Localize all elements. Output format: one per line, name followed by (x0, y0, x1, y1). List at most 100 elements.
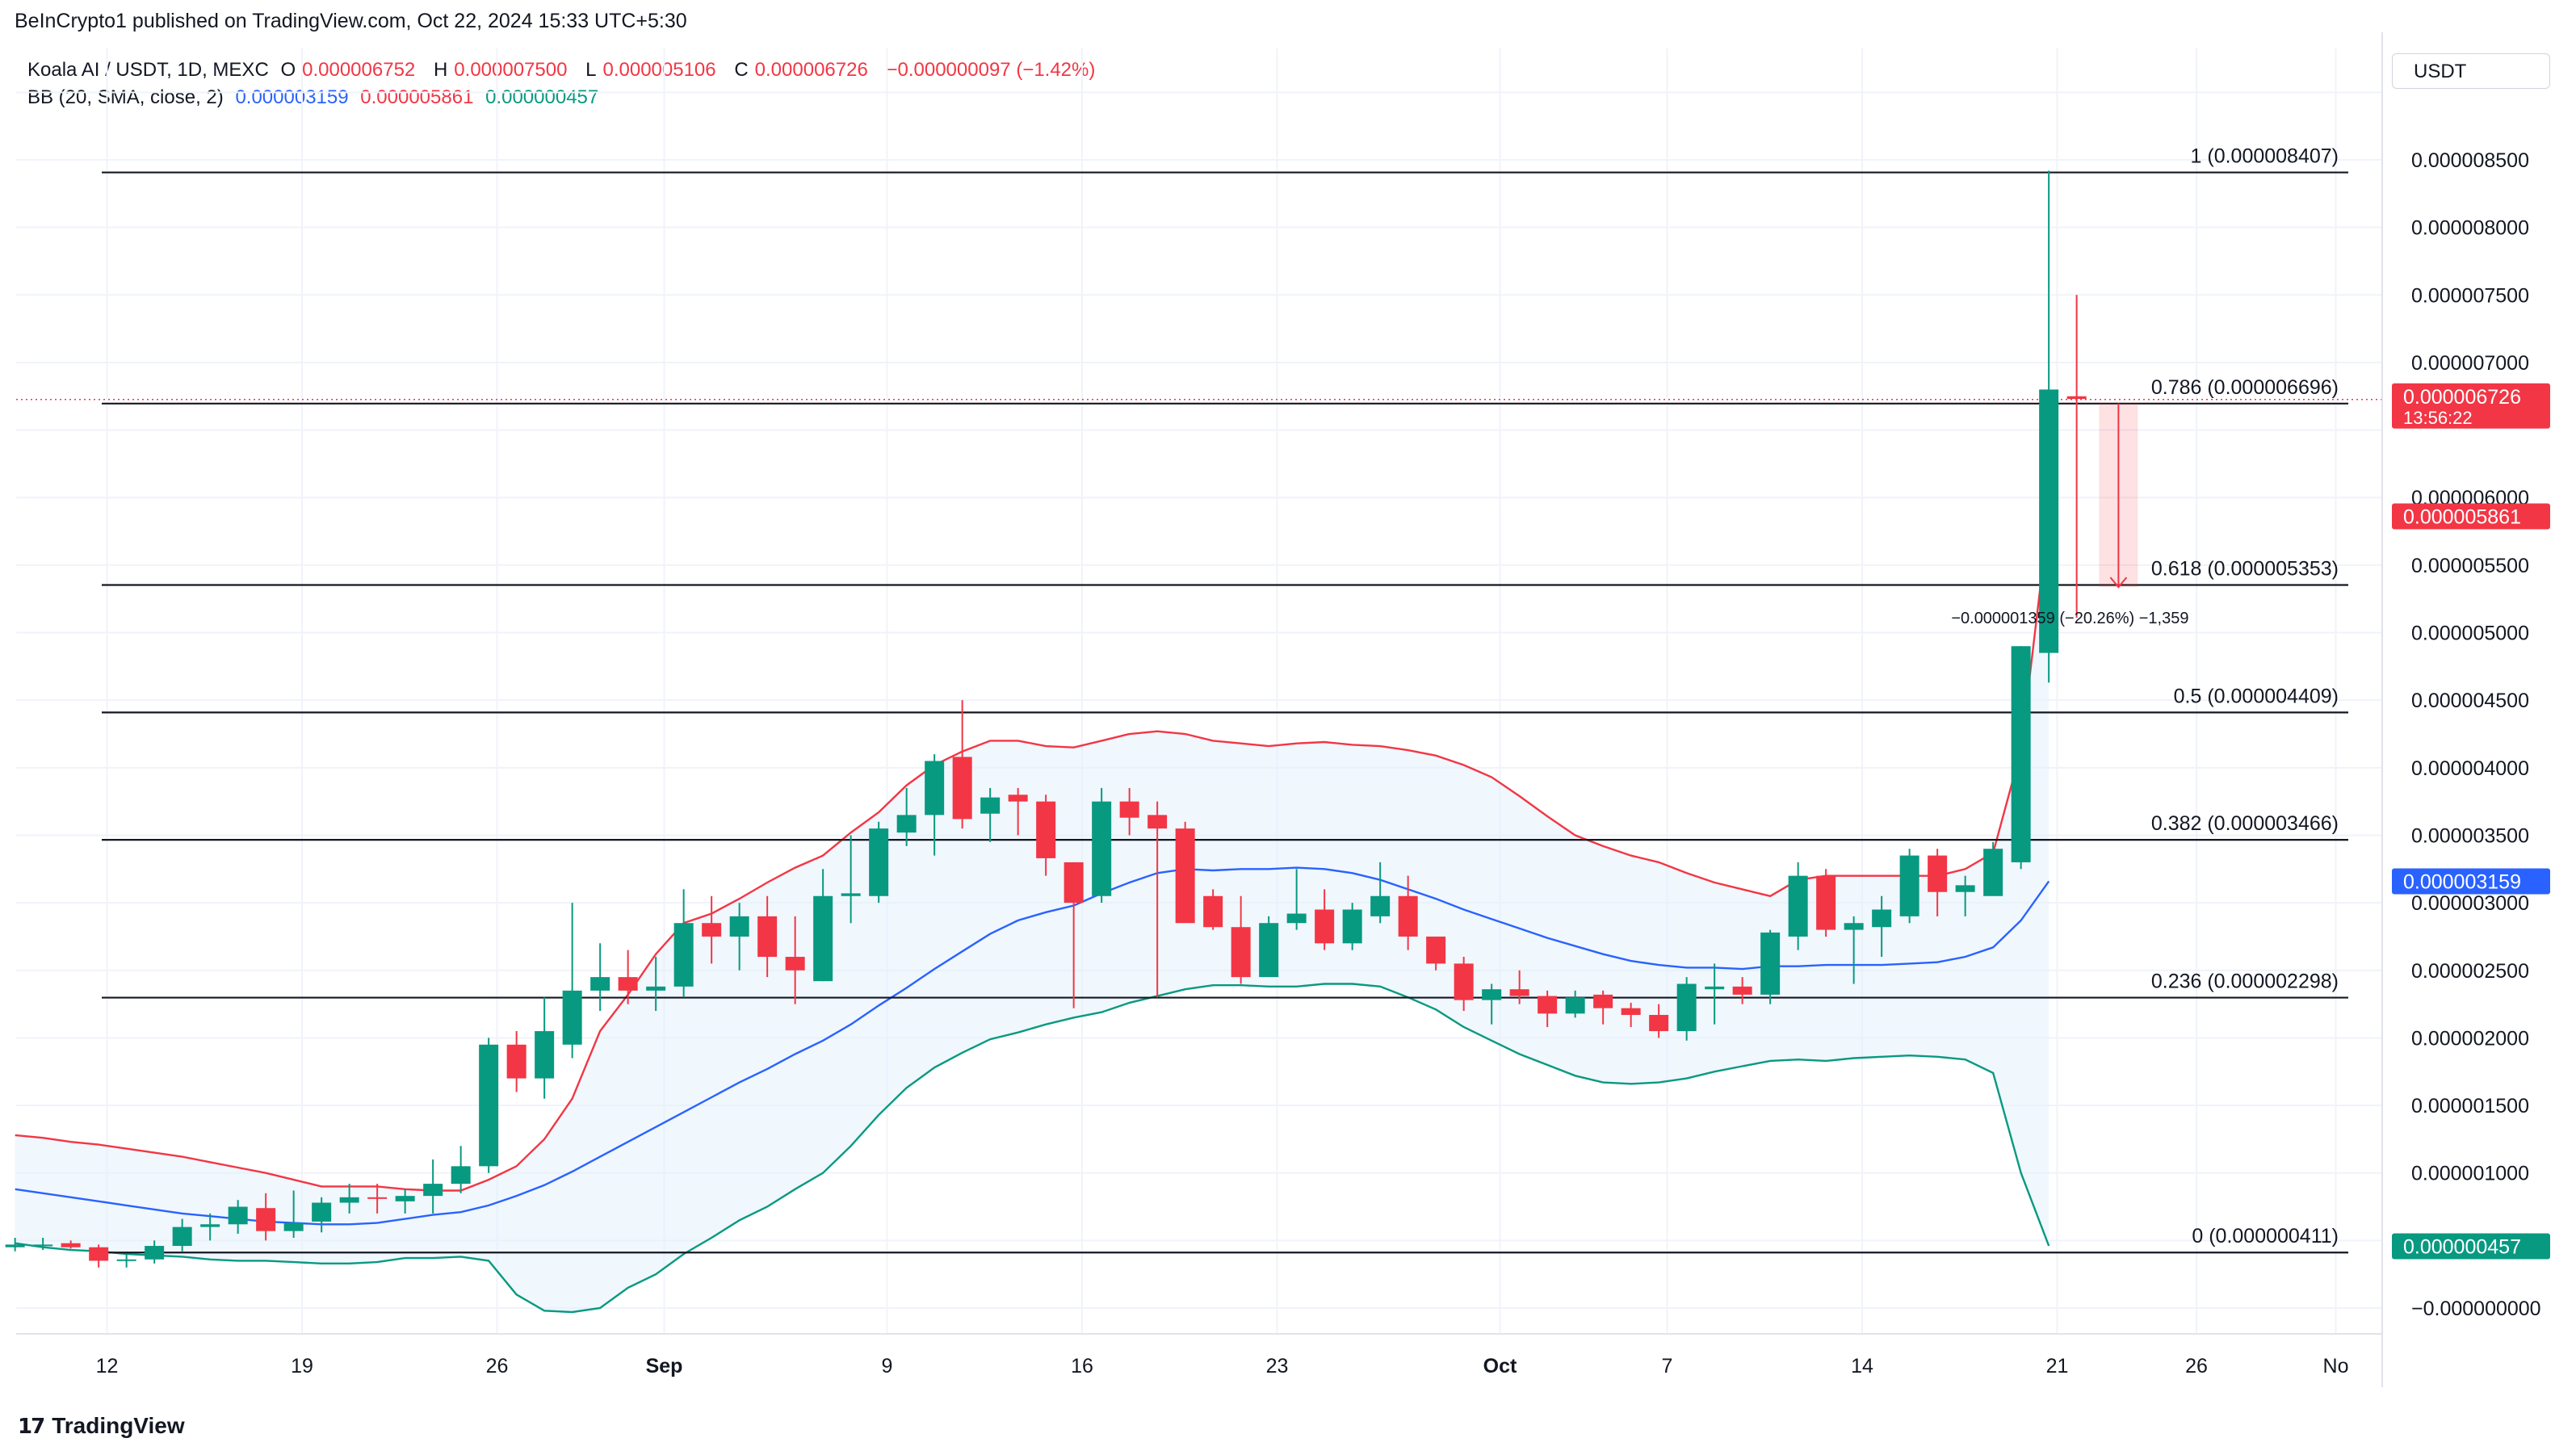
candle-body (479, 1044, 499, 1167)
candle[interactable] (423, 1159, 443, 1214)
candle-body (1370, 895, 1391, 916)
candle[interactable] (1649, 1004, 1669, 1038)
candle[interactable] (1816, 869, 1836, 937)
candle[interactable] (1315, 889, 1335, 950)
candle[interactable] (145, 1240, 165, 1264)
candle[interactable] (479, 1038, 499, 1173)
candle[interactable] (256, 1193, 276, 1241)
candle[interactable] (1147, 801, 1168, 998)
candle-body (590, 977, 610, 991)
candle[interactable] (1036, 795, 1056, 876)
candle[interactable] (1705, 963, 1725, 1025)
candle[interactable] (1342, 903, 1362, 950)
candle-body (618, 977, 638, 991)
candle[interactable] (2011, 646, 2031, 870)
candle[interactable] (1565, 990, 1585, 1018)
candle[interactable] (1008, 787, 1028, 836)
candle[interactable] (1676, 977, 1697, 1041)
candle[interactable] (451, 1146, 471, 1193)
candle[interactable] (283, 1190, 304, 1239)
candle[interactable] (785, 916, 805, 1004)
candle-body (89, 1247, 109, 1261)
candle[interactable] (896, 787, 917, 846)
tradingview-logo[interactable]: 𝟭𝟳 TradingView (18, 1413, 185, 1439)
candle-body (1872, 909, 1892, 928)
candle[interactable] (813, 869, 833, 982)
candle[interactable] (367, 1184, 388, 1214)
candle[interactable] (1064, 862, 1084, 1008)
candle[interactable] (33, 1238, 53, 1251)
price-axis-tick: 0.000007000 (2411, 352, 2529, 375)
candle[interactable] (1844, 916, 1864, 984)
candle[interactable] (1732, 977, 1752, 1004)
symbol-title[interactable]: Koala AI / USDT, 1D, MEXC (27, 59, 269, 81)
candle[interactable] (1872, 895, 1892, 958)
candle[interactable] (172, 1218, 192, 1252)
candle[interactable] (1231, 895, 1251, 984)
candle[interactable] (5, 1238, 25, 1252)
candle[interactable] (116, 1254, 136, 1268)
candle[interactable] (1983, 841, 2003, 896)
candle[interactable] (200, 1213, 220, 1241)
open-label: O (280, 59, 296, 81)
candle-body (1482, 989, 1502, 1000)
candle-body (2066, 396, 2087, 400)
candle[interactable] (757, 895, 778, 978)
price-badge-bg (2392, 1233, 2550, 1260)
candle[interactable] (1259, 916, 1279, 978)
candle[interactable] (1899, 849, 1919, 924)
candle[interactable] (339, 1184, 359, 1214)
candle[interactable] (673, 889, 694, 998)
bb-indicator-label[interactable]: BB (20, SMA, close, 2) (27, 86, 224, 108)
candle[interactable] (228, 1200, 248, 1234)
bb-fill-area (15, 515, 2049, 1312)
candle[interactable] (1398, 875, 1418, 950)
candle[interactable] (1426, 936, 1446, 971)
candle[interactable] (506, 1031, 527, 1092)
time-axis-tick: 26 (2185, 1355, 2208, 1377)
candle[interactable] (395, 1189, 415, 1214)
time-axis-tick: Oct (1483, 1355, 1517, 1377)
candle[interactable] (841, 835, 861, 924)
close-value: C 0.000006726 (734, 59, 875, 81)
candle[interactable] (89, 1244, 109, 1268)
candle[interactable] (618, 950, 638, 1004)
candle[interactable] (1203, 889, 1223, 930)
candle[interactable] (1593, 990, 1613, 1025)
candle-body (451, 1166, 471, 1185)
candle[interactable] (1955, 875, 1975, 916)
candle[interactable] (312, 1197, 332, 1233)
candle[interactable] (952, 700, 972, 829)
candle[interactable] (646, 957, 666, 1011)
candle[interactable] (535, 997, 555, 1099)
candle[interactable] (729, 903, 749, 971)
candle[interactable] (2039, 170, 2059, 683)
candle[interactable] (1119, 787, 1139, 836)
candle[interactable] (2066, 295, 2087, 618)
candle[interactable] (925, 754, 945, 856)
currency-selector[interactable]: USDT (2392, 53, 2550, 89)
candle-body (980, 797, 1001, 814)
time-axis-tick: 12 (96, 1355, 119, 1377)
candle-body (1565, 997, 1585, 1014)
candle[interactable] (61, 1240, 81, 1249)
candle[interactable] (1788, 862, 1808, 950)
candle[interactable] (590, 943, 610, 1011)
candle[interactable] (869, 821, 889, 904)
candle[interactable] (1482, 983, 1502, 1025)
candle[interactable] (1928, 849, 1948, 916)
candle[interactable] (1454, 957, 1474, 1011)
candle[interactable] (980, 787, 1001, 842)
candle[interactable] (1760, 929, 1781, 1004)
candle[interactable] (1175, 821, 1195, 924)
candle[interactable] (562, 903, 582, 1059)
candle[interactable] (1621, 1002, 1641, 1028)
candle[interactable] (1370, 862, 1391, 924)
candle[interactable] (1509, 970, 1529, 1004)
candle-body (1036, 801, 1056, 858)
candle[interactable] (702, 895, 722, 964)
candle[interactable] (1538, 990, 1558, 1028)
candle[interactable] (1286, 869, 1307, 930)
candle[interactable] (1092, 787, 1112, 904)
